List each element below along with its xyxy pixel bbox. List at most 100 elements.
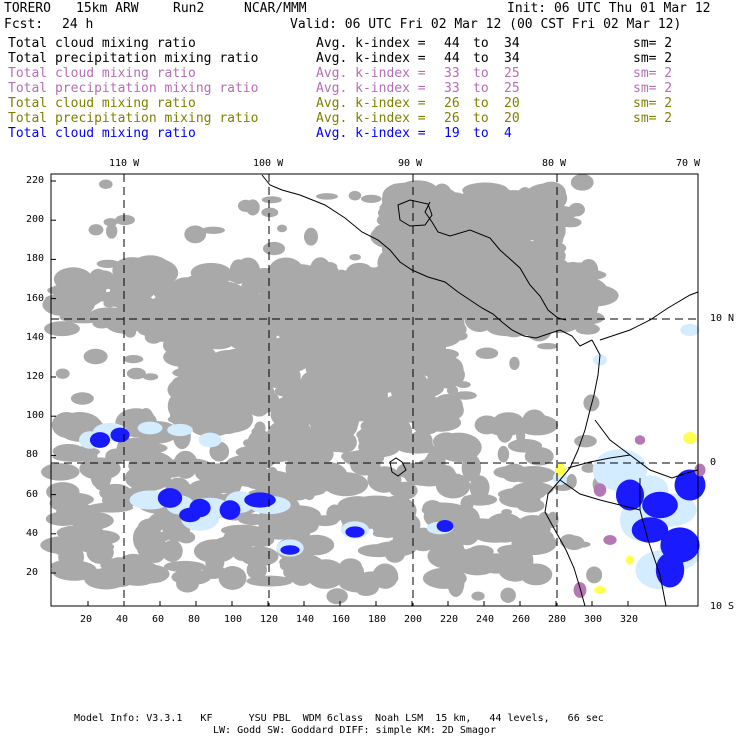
cloud-blob bbox=[325, 330, 341, 338]
cloud-blob bbox=[193, 539, 236, 564]
latitude-label: 10 N bbox=[710, 313, 735, 324]
legend-field: Total cloud mixing ratio bbox=[8, 126, 196, 141]
cloud-blob bbox=[300, 515, 319, 534]
legend-to: to bbox=[473, 36, 489, 51]
cloud-blob bbox=[492, 204, 514, 233]
cloud-blob bbox=[446, 385, 459, 395]
cloud-blob bbox=[235, 257, 261, 285]
left-tick-label: 180 bbox=[26, 253, 45, 265]
cloud-blob bbox=[208, 354, 243, 367]
header-fcst-value: 24 h bbox=[62, 17, 94, 32]
cloud-blob bbox=[228, 395, 267, 408]
bottom-tick-label: 60 bbox=[152, 614, 165, 625]
cloud-blob bbox=[319, 261, 338, 273]
cloud-blob bbox=[243, 439, 253, 447]
cloud-blob bbox=[574, 434, 597, 448]
cloud-blob bbox=[205, 556, 225, 571]
cloud-blob bbox=[270, 482, 289, 496]
cloud-blob bbox=[450, 331, 468, 341]
cloud-blob bbox=[144, 329, 163, 344]
precip-blob bbox=[615, 479, 645, 511]
cloud-blob bbox=[361, 194, 382, 204]
cloud-blob bbox=[537, 342, 558, 350]
legend-from: 26 bbox=[444, 111, 460, 126]
cloud-blob bbox=[348, 190, 362, 201]
cloud-blob bbox=[351, 501, 362, 520]
border-inland-2 bbox=[567, 454, 631, 469]
precip-blob bbox=[642, 491, 678, 519]
cloud-blob bbox=[516, 426, 526, 445]
cloud-blob bbox=[56, 503, 72, 520]
coastline-south-america bbox=[544, 339, 601, 607]
cloud-blob bbox=[414, 344, 438, 362]
legend-index-label: Avg. k-index = bbox=[316, 51, 426, 66]
cloud-blob bbox=[155, 289, 167, 305]
bottom-tick-label: 260 bbox=[512, 614, 531, 625]
bottom-tick-label: 320 bbox=[620, 614, 639, 625]
cloud-blob bbox=[512, 287, 525, 305]
cloud-blob bbox=[312, 426, 335, 453]
legend-to: to bbox=[473, 126, 489, 141]
cloud-blob bbox=[304, 337, 337, 351]
cloud-blob bbox=[451, 265, 464, 277]
precip-blob bbox=[244, 492, 276, 508]
cloud-blob bbox=[524, 447, 554, 466]
cloud-blob bbox=[514, 191, 525, 210]
precip-blob bbox=[110, 427, 130, 443]
cloud-blob bbox=[471, 591, 485, 601]
cloud-blob bbox=[341, 342, 372, 359]
cloud-blob bbox=[460, 283, 469, 298]
legend-sm: sm= 2 bbox=[633, 81, 673, 96]
cloud-blob bbox=[456, 205, 499, 226]
cloud-blob bbox=[386, 539, 406, 556]
cloud-blob bbox=[487, 420, 523, 437]
cloud-blob bbox=[232, 546, 251, 561]
cloud-blob bbox=[473, 243, 515, 265]
cloud-blob bbox=[339, 269, 359, 285]
cloud-blob bbox=[581, 463, 596, 473]
left-tick-label: 60 bbox=[26, 488, 39, 500]
precip-blob bbox=[554, 463, 566, 477]
left-tick-label: 100 bbox=[26, 410, 45, 422]
cloud-blob bbox=[142, 373, 159, 381]
cloud-blob bbox=[368, 409, 385, 419]
legend-to: to bbox=[473, 81, 489, 96]
legend-to: to bbox=[473, 96, 489, 111]
cloud-blob bbox=[268, 257, 304, 284]
cloud-blob bbox=[124, 326, 137, 338]
cloud-blob bbox=[281, 383, 290, 400]
legend-from: 33 bbox=[444, 81, 460, 96]
cloud-blob bbox=[395, 362, 423, 388]
precip-blob bbox=[593, 483, 607, 497]
precip-blob bbox=[179, 507, 201, 523]
cloud-blob bbox=[186, 333, 208, 342]
cloud-blob bbox=[507, 225, 530, 253]
latitude-label: 0 bbox=[710, 457, 717, 468]
cloud-blob bbox=[218, 566, 247, 590]
legend-sm: sm= 2 bbox=[633, 96, 673, 111]
cloud-blob bbox=[547, 511, 559, 528]
cloud-blob bbox=[475, 347, 499, 359]
legend-index-label: Avg. k-index = bbox=[316, 81, 426, 96]
legend-field: Total cloud mixing ratio bbox=[8, 66, 196, 81]
longitude-label: 90 W bbox=[398, 158, 423, 169]
precip-blob bbox=[89, 432, 111, 448]
cloud-blob bbox=[196, 292, 211, 306]
header-model: TORERO bbox=[4, 1, 51, 16]
cloud-blob bbox=[392, 481, 418, 500]
cloud-blob bbox=[101, 491, 138, 509]
cloud-blob bbox=[303, 487, 315, 501]
cloud-blob bbox=[289, 307, 312, 336]
bottom-tick-label: 160 bbox=[332, 614, 351, 625]
footer-model-info: Model Info: V3.3.1 KF YSU PBL WDM 6class… bbox=[74, 713, 604, 724]
cloud-blob bbox=[50, 560, 83, 572]
legend-index-label: Avg. k-index = bbox=[316, 96, 426, 111]
precip-blob bbox=[603, 535, 617, 545]
cloud-blob bbox=[116, 440, 161, 458]
cloud-blob bbox=[83, 348, 108, 365]
cloud-blob bbox=[357, 451, 368, 469]
cloud-blob bbox=[469, 475, 490, 500]
cloud-blob bbox=[245, 316, 269, 330]
legend-to-value: 4 bbox=[504, 126, 512, 141]
cloud-blob bbox=[357, 587, 375, 597]
